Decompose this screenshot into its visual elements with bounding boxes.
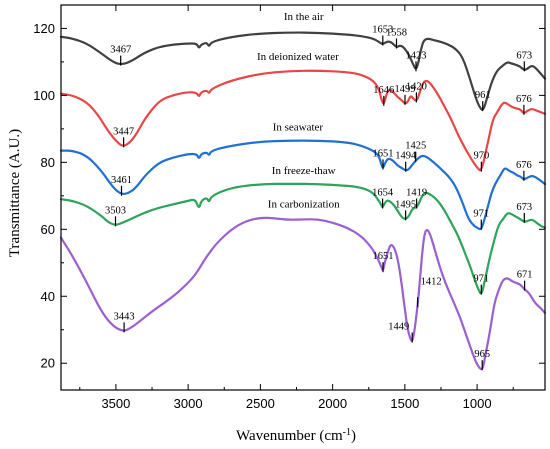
peak-label-18: 3503 [105, 205, 126, 216]
peak-label-8: 1499 [395, 84, 416, 95]
x-tick-label-0: 3500 [101, 396, 130, 411]
peak-label-17: 676 [516, 160, 532, 171]
peak-label-7: 1646 [373, 85, 394, 96]
peak-label-5: 673 [516, 50, 532, 61]
peak-label-25: 1651 [373, 251, 394, 262]
annotation-layer: In the air In deionized water In seawater I… [105, 11, 533, 371]
peak-label-12: 3461 [111, 175, 132, 186]
peak-label-3: 1423 [406, 50, 427, 61]
series-layer [59, 31, 547, 371]
series-label-3: In freeze-thaw [272, 165, 336, 177]
x-tick-label-1: 3000 [174, 396, 203, 411]
peak-label-15: 1425 [405, 141, 426, 152]
peak-label-1: 1653 [372, 25, 393, 36]
y-tick-label-2: 60 [41, 222, 55, 237]
x-tick-label-5: 1000 [463, 396, 492, 411]
peak-label-29: 671 [517, 270, 533, 281]
series-label-4: In carbonization [268, 199, 340, 211]
x-axis-title-main: Wavenumber (cm [236, 428, 343, 444]
peak-label-11: 676 [516, 94, 532, 105]
peak-label-27: 1449 [388, 322, 409, 333]
y-tick-label-1: 40 [41, 289, 55, 304]
x-tick-label-2: 2500 [246, 396, 275, 411]
peak-label-22: 971 [473, 274, 489, 285]
peak-label-2: 1558 [386, 28, 407, 39]
y-tick-label-3: 80 [41, 155, 55, 170]
x-axis-title-close: ) [351, 428, 356, 444]
peak-label-10: 970 [474, 151, 490, 162]
axes-layer: 3500 3000 2500 2000 1500 1000 20 40 60 80 100 120 [33, 4, 546, 411]
series-label-2: In seawater [273, 122, 324, 134]
peak-label-20: 1495 [395, 199, 416, 210]
y-axis-title: Transmittance (A.U.) [7, 129, 23, 257]
series-line-4 [59, 216, 547, 371]
peak-label-14: 1494 [395, 151, 417, 162]
y-tick-label-4: 100 [33, 88, 55, 103]
peak-label-9: 1420 [406, 81, 427, 92]
x-tick-label-3: 2000 [318, 396, 347, 411]
series-label-1: In deionized water [257, 51, 339, 63]
peak-label-16: 971 [473, 209, 489, 220]
series-line-0 [59, 31, 547, 111]
series-line-1 [59, 69, 547, 172]
series-line-2 [59, 139, 547, 231]
y-tick-label-5: 120 [33, 21, 55, 36]
peak-label-0: 3467 [110, 45, 131, 56]
peak-label-4: 961 [475, 90, 491, 101]
series-label-0: In the air [284, 11, 324, 23]
peak-label-19: 1654 [372, 188, 394, 199]
peak-label-13: 1651 [373, 148, 394, 159]
peak-label-24: 3443 [114, 311, 135, 322]
peak-label-23: 673 [516, 202, 532, 213]
peak-label-26: 1412 [421, 276, 442, 287]
y-tick-label-0: 20 [41, 356, 55, 371]
peak-label-28: 965 [474, 349, 490, 360]
x-axis-title-sup: -1 [343, 427, 351, 438]
peak-label-6: 3447 [113, 126, 134, 137]
peak-label-21: 1419 [406, 188, 427, 199]
plot-frame [60, 4, 546, 391]
x-axis-title: Wavenumber (cm-1) [236, 427, 356, 445]
x-tick-label-4: 1500 [390, 396, 419, 411]
